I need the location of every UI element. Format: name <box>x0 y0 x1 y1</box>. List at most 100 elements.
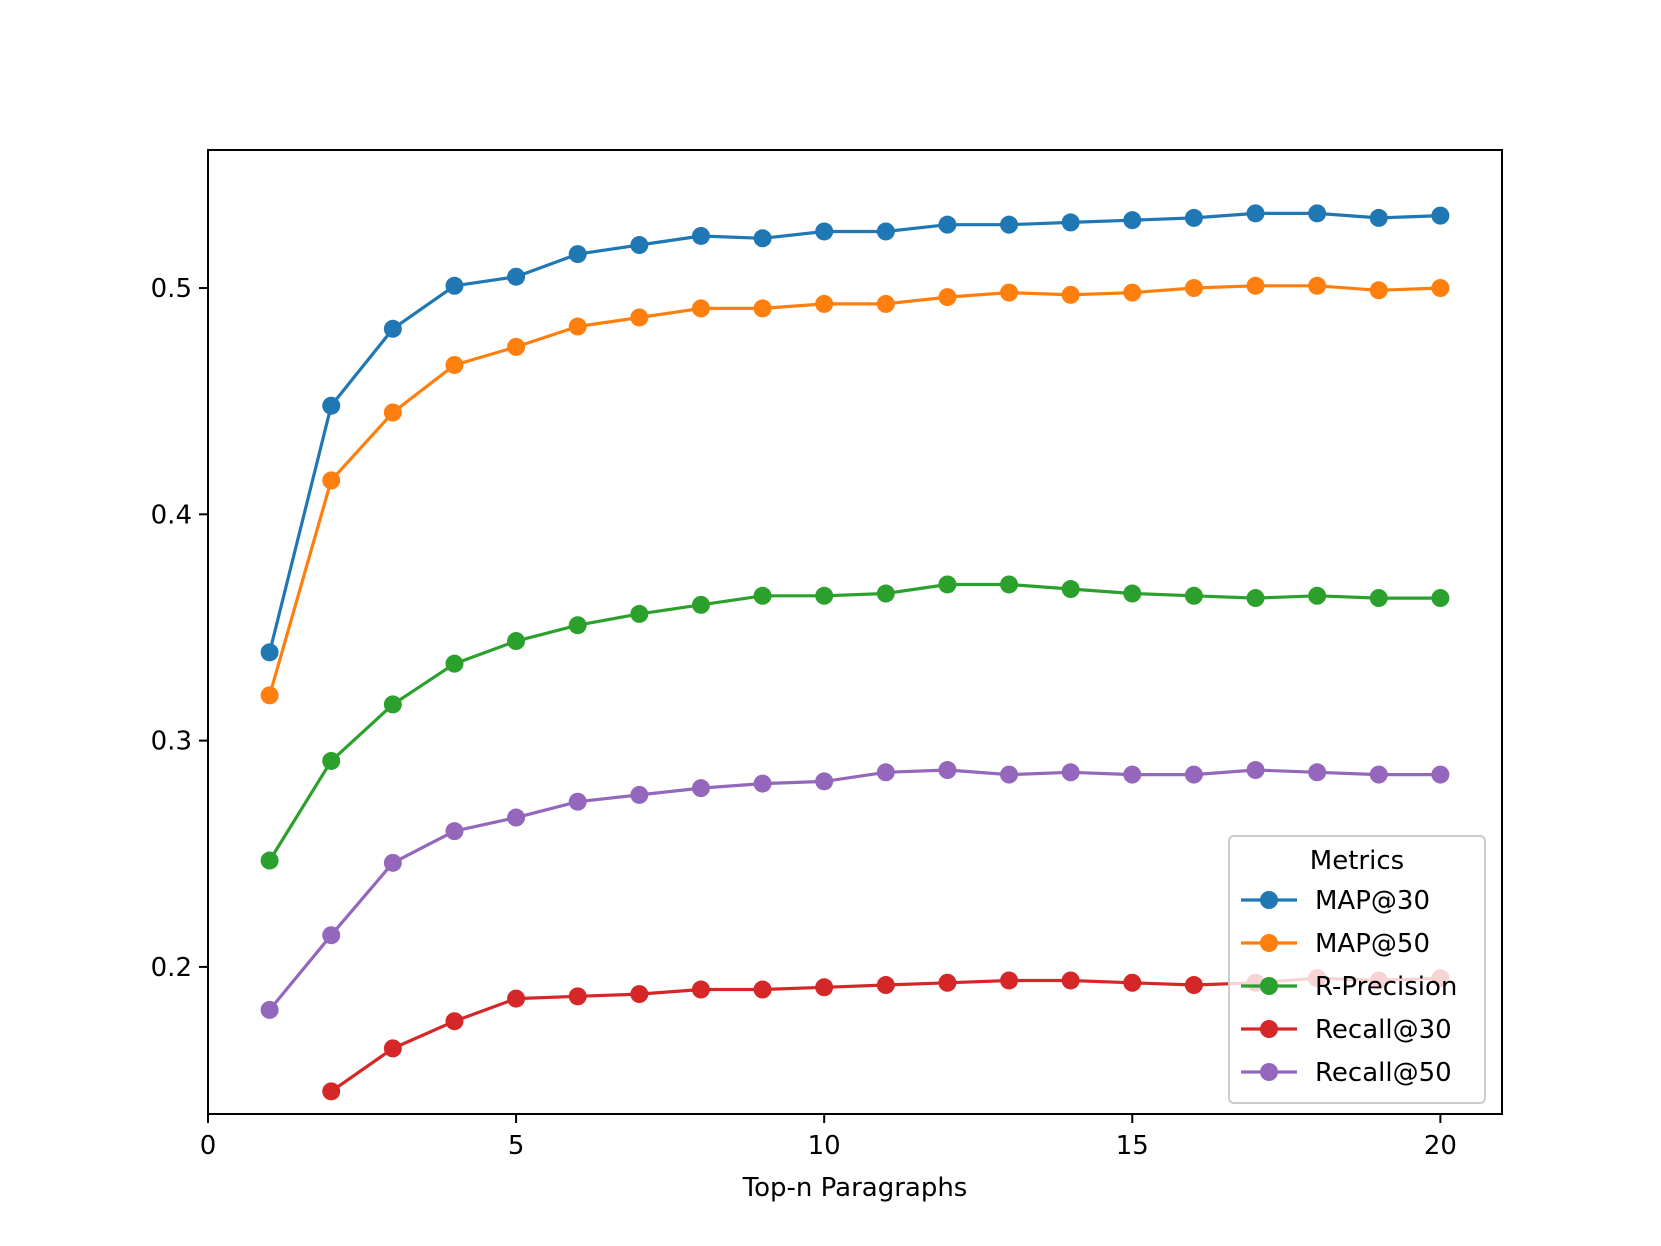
data-point-map-30 <box>1184 208 1203 227</box>
y-tick-label: 0.5 <box>151 274 192 304</box>
data-point-recall-50 <box>815 772 834 791</box>
data-point-r-precision <box>260 851 279 870</box>
data-point-recall-50 <box>568 792 587 811</box>
data-point-recall-50 <box>938 761 957 780</box>
data-point-map-50 <box>383 403 402 422</box>
data-point-map-30 <box>383 319 402 338</box>
legend-box <box>1228 835 1486 1104</box>
legend-label-map-30: MAP@30 <box>1315 886 1430 916</box>
legend-label-recall-30: Recall@30 <box>1315 1015 1452 1045</box>
legend-marker-recall-50 <box>1260 1063 1278 1081</box>
data-point-map-30 <box>876 222 895 241</box>
data-point-recall-50 <box>691 779 710 798</box>
data-point-r-precision <box>1369 589 1388 608</box>
data-point-map-30 <box>1000 215 1019 234</box>
data-point-map-50 <box>815 294 834 313</box>
data-point-recall-50 <box>1061 763 1080 782</box>
data-point-map-50 <box>1061 285 1080 304</box>
data-point-map-50 <box>753 299 772 318</box>
data-point-r-precision <box>1184 586 1203 605</box>
data-point-map-30 <box>753 229 772 248</box>
data-point-r-precision <box>630 604 649 623</box>
plot-frame <box>207 149 1503 1115</box>
data-point-map-30 <box>568 245 587 264</box>
data-point-recall-50 <box>1431 765 1450 784</box>
x-tick-label: 0 <box>200 1131 217 1161</box>
data-point-map-50 <box>691 299 710 318</box>
data-point-recall-30 <box>1123 973 1142 992</box>
data-point-map-30 <box>691 226 710 245</box>
x-tick-label: 10 <box>808 1131 841 1161</box>
series-r-precision <box>260 575 1450 870</box>
data-point-recall-50 <box>507 808 526 827</box>
series-map-50 <box>260 276 1450 705</box>
data-point-map-30 <box>1369 208 1388 227</box>
legend-marker-r-precision <box>1260 977 1278 995</box>
series-map-30 <box>260 204 1450 662</box>
series-line-map-50 <box>268 284 1441 696</box>
data-point-map-30 <box>1308 204 1327 223</box>
data-point-recall-30 <box>938 973 957 992</box>
y-tick-label: 0.4 <box>151 500 192 530</box>
data-point-map-50 <box>1246 276 1265 295</box>
data-point-map-50 <box>507 337 526 356</box>
data-point-map-30 <box>507 267 526 286</box>
data-point-map-50 <box>1369 281 1388 300</box>
data-point-recall-30 <box>1000 971 1019 990</box>
data-point-recall-30 <box>630 985 649 1004</box>
data-point-r-precision <box>815 586 834 605</box>
data-point-recall-30 <box>383 1039 402 1058</box>
legend-label-recall-50: Recall@50 <box>1315 1058 1452 1088</box>
data-point-recall-30 <box>876 976 895 995</box>
data-point-r-precision <box>1431 589 1450 608</box>
series-line-r-precision <box>268 582 1441 862</box>
data-point-map-50 <box>445 355 464 374</box>
data-point-map-30 <box>938 215 957 234</box>
data-point-map-30 <box>1431 206 1450 225</box>
legend: Metrics MAP@30 MAP@50 R-Precision Recall@30 R… <box>1228 835 1486 1104</box>
x-axis-title: Top-n Paragraphs <box>742 1173 968 1203</box>
data-point-map-30 <box>630 236 649 255</box>
data-point-recall-50 <box>630 785 649 804</box>
data-point-map-50 <box>876 294 895 313</box>
x-tick-label: 20 <box>1424 1131 1457 1161</box>
data-point-map-50 <box>1000 283 1019 302</box>
legend-title: Metrics <box>1310 846 1404 876</box>
data-point-map-30 <box>1246 204 1265 223</box>
data-point-map-30 <box>445 276 464 295</box>
data-point-recall-50 <box>1246 761 1265 780</box>
data-point-map-50 <box>1308 276 1327 295</box>
data-point-recall-30 <box>445 1012 464 1031</box>
data-point-r-precision <box>1000 575 1019 594</box>
data-point-map-50 <box>938 288 957 307</box>
data-point-recall-30 <box>568 987 587 1006</box>
axes: 0 5 10 15 20 0.2 0.3 0.4 0.5 <box>151 274 1457 1161</box>
legend-marker-map-30 <box>1260 891 1278 909</box>
data-point-recall-50 <box>1000 765 1019 784</box>
data-point-map-30 <box>1123 211 1142 230</box>
legend-marker-recall-30 <box>1260 1020 1278 1038</box>
data-point-recall-50 <box>1123 765 1142 784</box>
data-point-recall-50 <box>1308 763 1327 782</box>
data-point-recall-50 <box>322 926 341 945</box>
data-point-r-precision <box>876 584 895 603</box>
legend-marker-map-50 <box>1260 934 1278 952</box>
data-point-map-50 <box>568 317 587 336</box>
series-line-map-30 <box>268 211 1441 653</box>
data-point-recall-30 <box>691 980 710 999</box>
data-point-recall-30 <box>1184 976 1203 995</box>
data-point-recall-50 <box>260 1000 279 1019</box>
data-point-r-precision <box>1308 586 1327 605</box>
data-point-recall-50 <box>383 853 402 872</box>
legend-label-map-50: MAP@50 <box>1315 929 1430 959</box>
data-point-recall-30 <box>815 978 834 997</box>
data-point-recall-30 <box>322 1082 341 1101</box>
data-point-map-50 <box>322 471 341 490</box>
data-point-recall-50 <box>445 822 464 841</box>
data-point-map-30 <box>260 643 279 662</box>
data-point-r-precision <box>1061 580 1080 599</box>
x-tick-label: 5 <box>508 1131 525 1161</box>
data-point-r-precision <box>383 695 402 714</box>
data-point-r-precision <box>445 654 464 673</box>
